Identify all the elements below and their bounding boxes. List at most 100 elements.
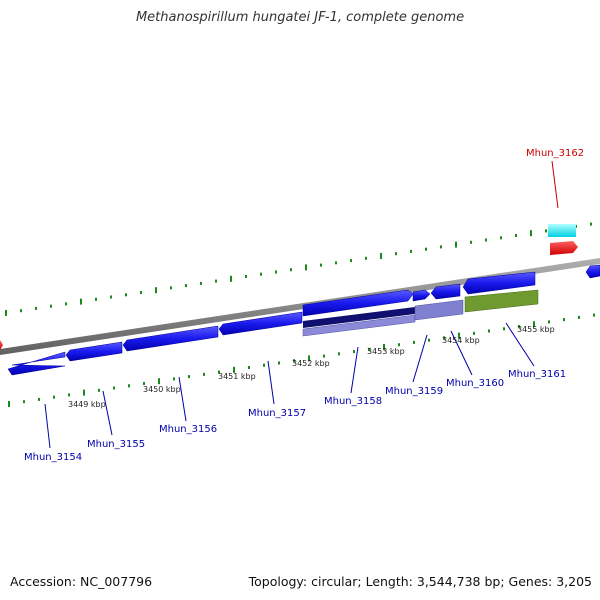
ruler-minor-tick <box>290 268 292 272</box>
gene-label-mhun-3162[interactable]: Mhun_3162 <box>526 148 584 159</box>
gene-label-mhun-3158[interactable]: Mhun_3158 <box>324 396 382 407</box>
ruler-minor-tick <box>323 354 325 358</box>
ruler-label-3455: 3455 kbp <box>517 325 555 334</box>
ruler-major-tick <box>383 344 385 350</box>
ruler-major-tick <box>308 355 310 362</box>
orf-light-bar[interactable] <box>302 314 416 337</box>
cds-arrow-mhun-3160[interactable] <box>430 283 461 300</box>
ruler-minor-tick <box>50 304 52 308</box>
ruler-major-tick <box>155 287 157 294</box>
ruler-minor-tick <box>338 352 340 356</box>
ruler-minor-tick <box>20 309 22 313</box>
ruler-label-3450: 3450 kbp <box>143 385 181 394</box>
ruler-minor-tick <box>443 336 445 340</box>
ruler-major-tick <box>455 241 457 248</box>
gene-label-mhun-3157[interactable]: Mhun_3157 <box>248 408 306 419</box>
cds-arrow-mhun-3157[interactable] <box>218 311 303 336</box>
cds-arrow-mhun-3158[interactable] <box>302 289 414 317</box>
ruler-minor-tick <box>125 293 127 297</box>
ruler-dots-lower <box>8 313 595 407</box>
ruler-major-tick <box>5 310 7 316</box>
gene-labels: Mhun_3154 Mhun_3155 Mhun_3156 Mhun_3157 … <box>24 148 584 463</box>
leader-lines <box>44 160 559 449</box>
ruler-minor-tick <box>173 377 175 381</box>
ruler-label-3454: 3454 kbp <box>442 336 480 345</box>
ruler-minor-tick <box>23 400 25 404</box>
ruler-minor-tick <box>410 249 412 253</box>
ruler-minor-tick <box>68 393 70 397</box>
ruler-minor-tick <box>590 222 592 226</box>
genome-title: Methanospirillum hungatei JF-1, complete… <box>135 10 465 25</box>
ruler-minor-tick <box>35 306 37 310</box>
cds-arrow-small-a[interactable] <box>412 289 431 302</box>
cds-arrow-right-edge[interactable] <box>585 264 600 279</box>
ruler-minor-tick <box>275 270 277 274</box>
ruler-minor-tick <box>368 347 370 351</box>
ruler-minor-tick <box>548 320 550 324</box>
ruler-minor-tick <box>245 275 247 278</box>
ruler-major-tick <box>83 389 85 396</box>
orf-light-bar-2[interactable] <box>414 299 464 321</box>
ruler-minor-tick <box>260 272 262 276</box>
ruler-minor-tick <box>473 331 475 335</box>
genome-backbone <box>0 258 600 355</box>
accession-text: Accession: NC_007796 <box>10 574 153 589</box>
orf-dark-bar[interactable] <box>303 307 415 328</box>
ruler-minor-tick <box>215 279 217 283</box>
ruler-label-3453: 3453 kbp <box>367 347 405 356</box>
ruler-minor-tick <box>263 363 265 367</box>
ruler-minor-tick <box>515 234 517 237</box>
ruler-major-tick <box>8 401 10 407</box>
ruler-minor-tick <box>593 313 595 317</box>
ruler-minor-tick <box>578 315 580 319</box>
ruler-dots-upper <box>5 222 592 316</box>
cds-arrow-mhun-3154[interactable] <box>7 351 66 376</box>
cds-arrow-mhun-3156[interactable] <box>122 325 219 352</box>
ruler-minor-tick <box>143 382 145 385</box>
ruler-major-tick <box>530 230 532 237</box>
gene-label-mhun-3160[interactable]: Mhun_3160 <box>446 378 504 389</box>
ruler-minor-tick <box>95 297 97 301</box>
ruler-minor-tick <box>440 245 442 249</box>
ruler-minor-tick <box>365 256 367 260</box>
cds-arrow-mhun-3155[interactable] <box>65 341 123 362</box>
ruler-minor-tick <box>203 372 205 376</box>
ruler-minor-tick <box>185 284 187 288</box>
ruler-minor-tick <box>188 375 190 379</box>
genome-stats-text: Topology: circular; Length: 3,544,738 bp… <box>248 574 592 589</box>
ruler-minor-tick <box>398 343 400 347</box>
ruler-minor-tick <box>38 397 40 401</box>
ruler-minor-tick <box>395 252 397 256</box>
cds-arrow-mhun-3161[interactable] <box>462 271 536 295</box>
ruler-minor-tick <box>98 388 100 392</box>
gene-label-mhun-3159[interactable]: Mhun_3159 <box>385 386 443 397</box>
gene-label-mhun-3154[interactable]: Mhun_3154 <box>24 452 82 463</box>
ruler-major-tick <box>380 253 382 259</box>
ruler-minor-tick <box>53 395 55 399</box>
green-feature[interactable] <box>464 289 539 313</box>
ruler-minor-tick <box>428 338 430 342</box>
ruler-minor-tick <box>218 370 220 374</box>
ruler-minor-tick <box>110 295 112 299</box>
ruler-minor-tick <box>65 302 67 306</box>
cds-arrow-mhun-3162[interactable] <box>550 241 578 255</box>
ruler-minor-tick <box>485 238 487 242</box>
ruler-minor-tick <box>248 366 250 369</box>
gene-label-mhun-3155[interactable]: Mhun_3155 <box>87 439 145 450</box>
ruler-minor-tick <box>503 327 505 331</box>
ruler-minor-tick <box>350 259 352 263</box>
cds-arrow-left-edge-red[interactable] <box>0 340 3 350</box>
ruler-major-tick <box>305 264 307 271</box>
ruler-minor-tick <box>113 386 115 390</box>
ruler-minor-tick <box>170 286 172 290</box>
gene-label-mhun-3161[interactable]: Mhun_3161 <box>508 369 566 380</box>
ruler-minor-tick <box>563 318 565 322</box>
ruler-major-tick <box>233 366 235 373</box>
ruler-major-tick <box>80 298 82 305</box>
gene-label-mhun-3156[interactable]: Mhun_3156 <box>159 424 217 435</box>
ruler-minor-tick <box>293 359 295 363</box>
rna-feature-mhun-3162[interactable] <box>548 224 576 237</box>
ruler-minor-tick <box>140 291 142 294</box>
ruler-label-3452: 3452 kbp <box>292 359 330 368</box>
